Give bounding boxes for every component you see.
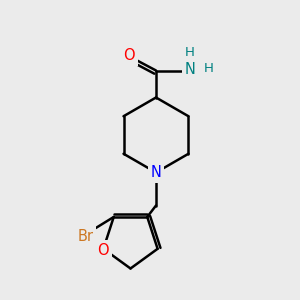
- Text: H: H: [204, 62, 213, 76]
- Text: H: H: [185, 46, 195, 59]
- Text: N: N: [151, 165, 161, 180]
- Text: O: O: [123, 48, 135, 63]
- Text: O: O: [98, 243, 109, 258]
- Text: N: N: [184, 61, 195, 76]
- Text: Br: Br: [77, 229, 93, 244]
